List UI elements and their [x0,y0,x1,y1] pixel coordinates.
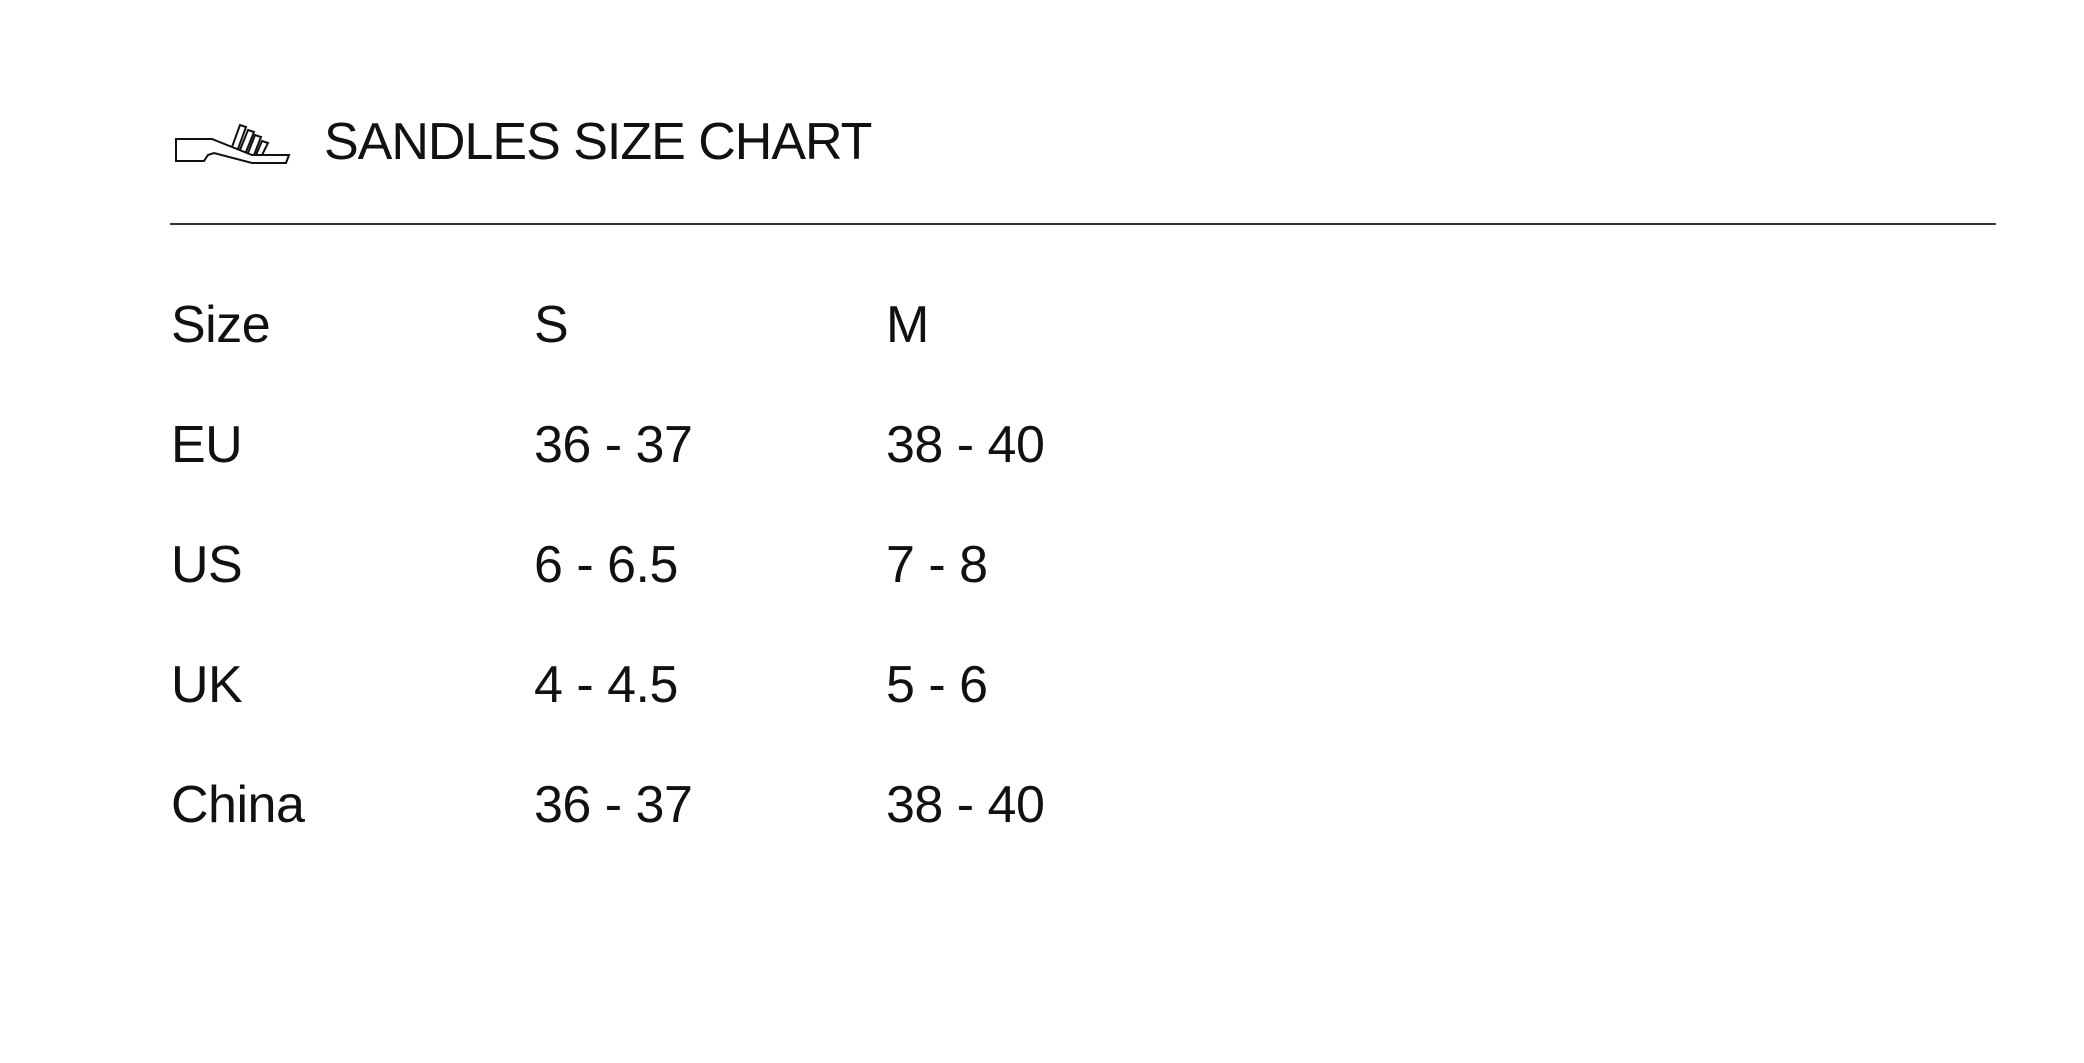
cell-s: 36 - 37 [534,416,693,474]
row-label: US [171,536,243,594]
sandal-icon [175,123,291,164]
column-header-s: S [534,296,569,354]
header-divider [170,223,1996,225]
cell-s: 36 - 37 [534,776,693,834]
column-header-m: M [886,296,929,354]
cell-m: 38 - 40 [886,416,1045,474]
cell-m: 5 - 6 [886,656,988,714]
row-label: China [171,776,305,834]
row-label: EU [171,416,243,474]
row-label: UK [171,656,243,714]
cell-m: 38 - 40 [886,776,1045,834]
chart-header: SANDLES SIZE CHART [174,112,872,172]
cell-m: 7 - 8 [886,536,988,594]
cell-s: 6 - 6.5 [534,536,678,594]
column-header-size: Size [171,296,271,354]
page-title: SANDLES SIZE CHART [324,113,872,171]
cell-s: 4 - 4.5 [534,656,678,714]
